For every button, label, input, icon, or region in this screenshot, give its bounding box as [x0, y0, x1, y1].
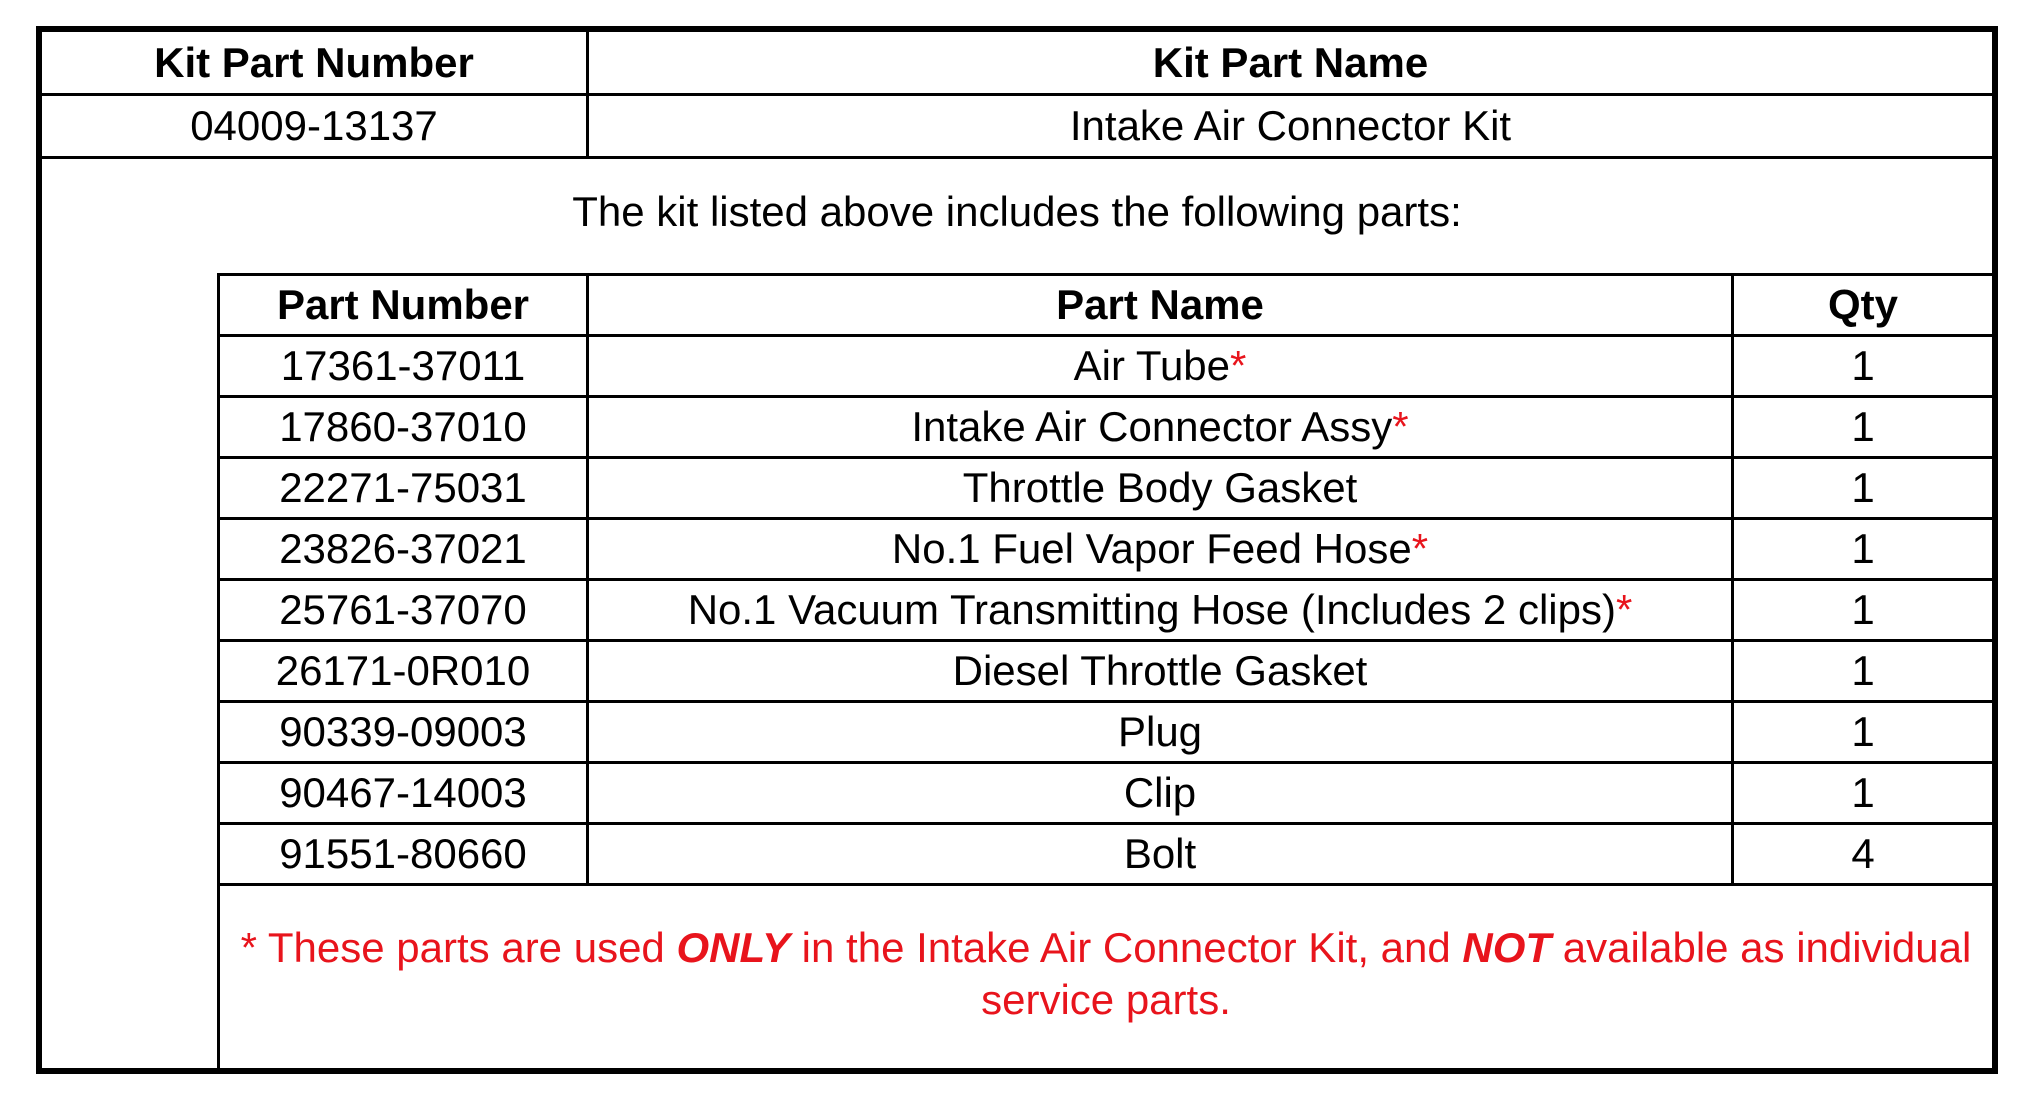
exclusive-asterisk: *	[1615, 586, 1633, 633]
part-number: 26171-0R010	[275, 647, 531, 694]
kit-part-number: 04009-13137	[190, 102, 438, 149]
exclusive-asterisk: *	[1411, 525, 1429, 572]
part-name-text: No.1 Fuel Vapor Feed Hose	[891, 525, 1412, 572]
divider	[217, 517, 1992, 520]
table-row: 17860-37010 Intake Air Connector Assy * 1	[217, 395, 1992, 456]
divider	[42, 156, 1992, 159]
footnote-text: in the Intake Air Connector Kit, and	[790, 924, 1463, 971]
part-name-text: Throttle Body Gasket	[962, 464, 1358, 511]
divider	[217, 273, 1992, 276]
divider	[217, 822, 1992, 825]
part-name: No.1 Vacuum Transmitting Hose (Includes …	[589, 581, 1731, 639]
part-qty: 4	[1851, 830, 1875, 877]
part-name: Diesel Throttle Gasket	[589, 642, 1731, 700]
footnote-text: * These parts are used	[240, 924, 677, 971]
part-number: 25761-37070	[279, 586, 527, 633]
part-number: 23826-37021	[279, 525, 527, 572]
part-name: Air Tube *	[589, 337, 1731, 395]
part-number: 90339-09003	[279, 708, 527, 755]
table-row: 91551-80660 Bolt 4	[217, 822, 1992, 883]
part-name: Clip	[589, 764, 1731, 822]
part-name: Plug	[589, 703, 1731, 761]
divider	[217, 639, 1992, 642]
table-row: 90467-14003 Clip 1	[217, 761, 1992, 822]
kit-document: Kit Part Number Kit Part Name 04009-1313…	[36, 26, 1998, 1074]
part-qty: 1	[1851, 464, 1875, 511]
part-qty: 1	[1851, 586, 1875, 633]
divider	[217, 456, 1992, 459]
exclusive-asterisk: *	[1230, 342, 1247, 389]
table-row: 25761-37070 No.1 Vacuum Transmitting Hose…	[217, 578, 1992, 639]
part-qty: 1	[1851, 647, 1875, 694]
divider	[217, 334, 1992, 337]
part-qty: 1	[1851, 708, 1875, 755]
divider	[217, 883, 1992, 886]
exclusive-asterisk: *	[1392, 403, 1409, 450]
divider	[217, 761, 1992, 764]
table-row: 23826-37021 No.1 Fuel Vapor Feed Hose * 1	[217, 517, 1992, 578]
divider	[217, 273, 220, 1068]
table-row: 22271-75031 Throttle Body Gasket 1	[217, 456, 1992, 517]
part-name: Intake Air Connector Assy *	[589, 398, 1731, 456]
part-name-text: Diesel Throttle Gasket	[952, 647, 1368, 694]
footnote-emphasis-only: ONLY	[676, 924, 791, 971]
part-name-header: Part Name	[1056, 281, 1264, 328]
part-qty: 1	[1851, 525, 1875, 572]
part-name-text: Intake Air Connector Assy	[911, 403, 1393, 450]
part-number: 17361-37011	[280, 342, 526, 389]
part-number: 22271-75031	[279, 464, 527, 511]
intro-text: The kit listed above includes the follow…	[572, 188, 1462, 235]
part-name-text: Air Tube	[1073, 342, 1231, 389]
part-name-text: Bolt	[1123, 830, 1197, 877]
qty-header: Qty	[1827, 281, 1898, 328]
part-name: Bolt	[589, 825, 1731, 883]
divider	[217, 700, 1992, 703]
part-qty: 1	[1851, 769, 1875, 816]
footnote-text: available as individual service parts.	[981, 924, 1972, 1023]
part-name: Throttle Body Gasket	[589, 459, 1731, 517]
kit-part-name: Intake Air Connector Kit	[1069, 102, 1512, 149]
kit-part-number-header: Kit Part Number	[154, 38, 474, 86]
part-qty: 1	[1851, 342, 1875, 389]
divider	[217, 578, 1992, 581]
part-name-text: Clip	[1123, 769, 1197, 816]
part-name-text: Plug	[1117, 708, 1203, 755]
part-name: No.1 Fuel Vapor Feed Hose *	[589, 520, 1731, 578]
part-number: 91551-80660	[279, 830, 527, 877]
footnote-emphasis-not: NOT	[1462, 924, 1552, 971]
part-number: 17860-37010	[279, 403, 527, 450]
table-row: 26171-0R010 Diesel Throttle Gasket 1	[217, 639, 1992, 700]
part-number-header: Part Number	[276, 281, 530, 328]
part-number: 90467-14003	[279, 769, 527, 816]
divider	[217, 395, 1992, 398]
divider	[586, 32, 589, 156]
footnote: * These parts are used ONLY in the Intak…	[220, 922, 1992, 1026]
table-row: 90339-09003 Plug 1	[217, 700, 1992, 761]
kit-part-name-header: Kit Part Name	[1152, 38, 1429, 86]
divider	[42, 93, 1992, 96]
table-row: 17361-37011 Air Tube * 1	[217, 334, 1992, 395]
part-qty: 1	[1851, 403, 1875, 450]
part-name-text: No.1 Vacuum Transmitting Hose (Includes …	[687, 586, 1616, 633]
